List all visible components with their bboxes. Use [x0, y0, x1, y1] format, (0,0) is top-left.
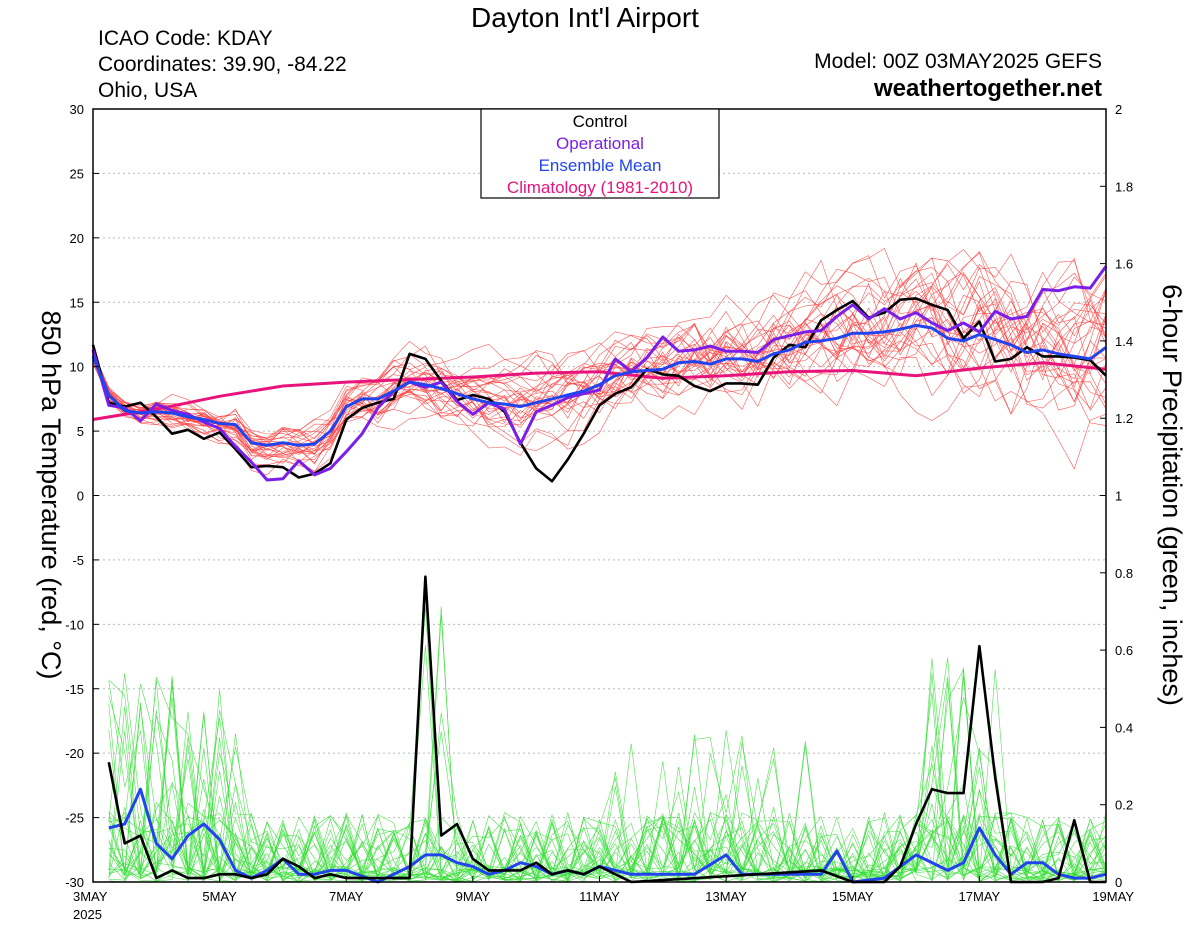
right-tick-label: 1.2: [1115, 411, 1133, 426]
temp-member-line: [92, 257, 1107, 456]
climatology-temp-line: [92, 361, 1107, 421]
precip-member-line: [108, 681, 1107, 882]
x-tick-label: 3MAY: [73, 889, 108, 904]
right-axis-label: 6-hour Precipitation (green, inches): [1157, 284, 1187, 706]
right-tick-label: 2: [1115, 102, 1122, 117]
left-tick-label: -10: [65, 617, 84, 632]
temp-member-line: [92, 247, 1107, 441]
right-tick-label: 0.8: [1115, 566, 1133, 581]
precip-member-line: [108, 606, 1107, 883]
precip-member-line: [108, 606, 1107, 883]
control-temp-line: [91, 297, 1107, 483]
temp-member-line: [92, 302, 1107, 464]
precip-member-line: [108, 675, 1107, 882]
precip-member-line: [108, 715, 1107, 883]
ensemble-members: [92, 247, 1107, 883]
icao-code: ICAO Code: KDAY: [98, 27, 273, 50]
left-tick-label: -20: [65, 746, 84, 761]
left-tick-label: 0: [77, 489, 84, 504]
x-tick-year: 2025: [73, 907, 102, 922]
temp-member-line: [92, 267, 1107, 440]
left-axis-label: 850 hPa Temperature (red, °C): [36, 311, 66, 680]
legend-control: Control: [573, 112, 628, 131]
left-tick-label: -25: [65, 811, 84, 826]
temp-member-line: [92, 288, 1107, 461]
precip-member-line: [108, 697, 1107, 883]
x-tick-label: 17MAY: [959, 889, 1001, 904]
left-tick-label: 5: [77, 424, 84, 439]
temp-member-line: [92, 252, 1107, 472]
temp-member-line: [92, 249, 1107, 455]
precip-member-line: [108, 813, 1107, 883]
precip-member-line: [108, 615, 1107, 883]
precip-member-line: [108, 676, 1107, 881]
precip-member-line: [108, 657, 1107, 882]
site-link[interactable]: weathertogether.net: [873, 75, 1102, 102]
legend-operational: Operational: [556, 134, 644, 153]
legend-box: [480, 108, 720, 199]
operational-temp-line: [91, 265, 1108, 482]
temp-member-line: [92, 273, 1107, 465]
right-tick-label: 1.6: [1115, 257, 1133, 272]
region: Ohio, USA: [98, 79, 198, 102]
series-lines: [91, 265, 1108, 884]
right-tick-label: 0: [1115, 875, 1122, 890]
control-precip-line: [107, 575, 1106, 884]
temp-member-line: [92, 268, 1107, 456]
legend-ensemble-mean: Ensemble Mean: [539, 156, 662, 175]
legend-climatology: Climatology (1981-2010): [507, 178, 693, 197]
right-tick-label: 1: [1115, 489, 1122, 504]
left-tick-label: -30: [65, 875, 84, 890]
temp-member-line: [92, 262, 1107, 470]
legend: Control Operational Ensemble Mean Climatolo…: [480, 108, 720, 199]
left-tick-label: 25: [70, 166, 84, 181]
precip-member-line: [108, 711, 1107, 882]
x-tick-label: 7MAY: [329, 889, 364, 904]
axis-ticks: 302520151050-5-10-15-20-25-3021.81.61.41…: [65, 102, 1134, 922]
temp-member-line: [92, 299, 1107, 443]
x-tick-label: 15MAY: [832, 889, 874, 904]
ensemble-mean-temp-line: [91, 323, 1107, 447]
temp-member-line: [92, 293, 1107, 457]
x-tick-label: 5MAY: [202, 889, 237, 904]
right-tick-label: 0.6: [1115, 643, 1133, 658]
x-tick-label: 11MAY: [579, 889, 620, 904]
precip-member-line: [108, 658, 1107, 883]
right-tick-label: 0.2: [1115, 798, 1133, 813]
temp-member-line: [92, 290, 1107, 443]
left-tick-label: 10: [70, 360, 84, 375]
x-tick-label: 9MAY: [456, 889, 491, 904]
gridlines: [93, 172, 1106, 819]
left-tick-label: 30: [70, 102, 84, 117]
right-tick-label: 1.4: [1115, 334, 1133, 349]
x-tick-label: 19MAY: [1092, 889, 1134, 904]
left-tick-label: 20: [70, 231, 84, 246]
precip-member-line: [108, 710, 1107, 882]
left-tick-label: 15: [70, 295, 84, 310]
chart-title: Dayton Int'l Airport: [471, 2, 699, 33]
left-tick-label: -5: [72, 553, 84, 568]
precip-member-line: [108, 731, 1107, 883]
precip-member-line: [108, 672, 1107, 882]
left-tick-label: -15: [65, 682, 84, 697]
temp-member-line: [92, 287, 1107, 452]
coordinates: Coordinates: 39.90, -84.22: [98, 53, 347, 76]
x-tick-label: 13MAY: [705, 889, 747, 904]
right-tick-label: 1.8: [1115, 179, 1133, 194]
model-run: Model: 00Z 03MAY2025 GEFS: [814, 50, 1102, 73]
right-tick-label: 0.4: [1115, 720, 1133, 735]
